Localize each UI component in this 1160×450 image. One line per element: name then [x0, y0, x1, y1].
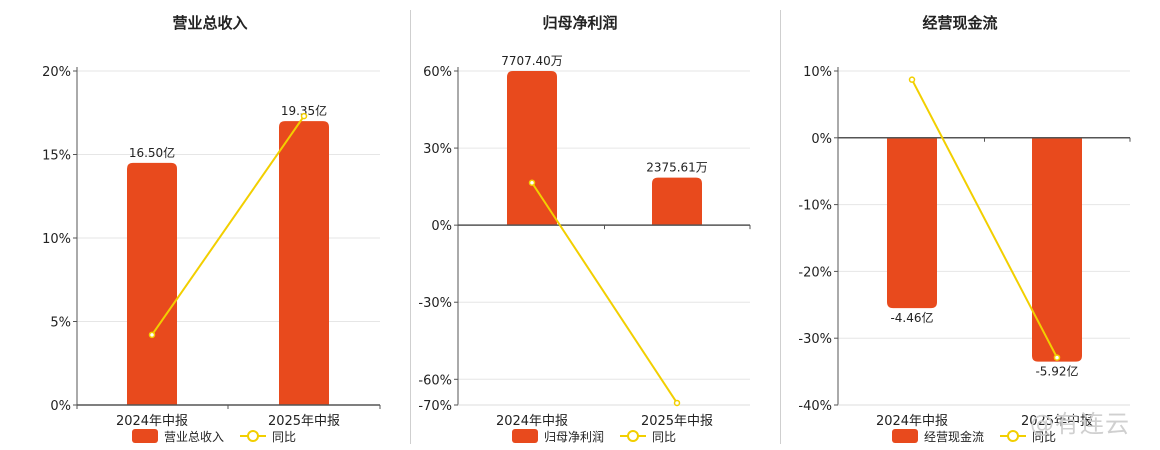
legend-label: 同比: [272, 430, 296, 444]
chart-title: 经营现金流: [922, 14, 997, 32]
line-series: [911, 79, 1058, 359]
x-tick-label: 2024年中报: [876, 414, 948, 429]
y-tick-label: -10%: [798, 199, 832, 214]
bar-data-label: 7707.40万: [501, 54, 563, 68]
legend-swatch-bar: [512, 429, 538, 443]
panel-divider: [780, 10, 781, 444]
y-tick-label: -30%: [798, 332, 832, 347]
legend-label: 同比: [1032, 430, 1056, 444]
bar: [507, 71, 557, 226]
bar: [1032, 137, 1082, 362]
bar: [652, 177, 702, 226]
line-series: [531, 182, 678, 404]
y-tick-label: 60%: [423, 65, 452, 80]
legend-swatch-marker: [627, 430, 639, 442]
bar-data-label: 19.35亿: [281, 103, 327, 118]
y-tick-label: 0%: [431, 219, 452, 234]
bar: [127, 162, 177, 405]
y-tick-label: -60%: [418, 373, 452, 388]
line-point: [908, 76, 916, 83]
line-point: [1053, 354, 1061, 361]
bar-data-label: -5.92亿: [1035, 364, 1078, 379]
y-tick-label: -40%: [798, 399, 832, 414]
y-tick-label: 15%: [42, 149, 71, 164]
bar: [279, 121, 329, 405]
legend-swatch-marker: [247, 430, 259, 442]
y-tick-label: -30%: [418, 296, 452, 311]
x-tick-label: 2025年中报: [1021, 414, 1093, 429]
legend-label: 同比: [652, 430, 676, 444]
y-tick-label: 0%: [811, 132, 832, 147]
bar-data-label: 2375.61万: [646, 161, 708, 175]
y-tick-label: 0%: [50, 399, 71, 414]
legend-swatch-bar: [132, 429, 158, 443]
legend-label: 经营现金流: [924, 429, 984, 444]
bar: [887, 137, 937, 309]
y-tick-label: 30%: [423, 142, 452, 157]
x-tick-label: 2024年中报: [496, 414, 568, 429]
y-tick-label: 5%: [50, 316, 71, 331]
x-tick-label: 2024年中报: [116, 414, 188, 429]
legend-swatch-marker: [1007, 430, 1019, 442]
line-point: [300, 112, 308, 120]
y-tick-label: 10%: [803, 65, 832, 80]
line-point: [148, 331, 156, 339]
y-tick-label: 20%: [42, 65, 71, 80]
legend-label: 归母净利润: [544, 430, 604, 444]
x-tick-label: 2025年中报: [641, 414, 713, 429]
bar-data-label: 16.50亿: [129, 145, 175, 160]
watermark: @有连云: [1030, 410, 1130, 438]
bar-data-label: -4.46亿: [890, 310, 933, 325]
line-point: [673, 399, 681, 407]
line-point: [528, 179, 536, 187]
x-tick-label: 2025年中报: [268, 414, 340, 429]
chart-title: 归母净利润: [542, 14, 617, 32]
y-tick-label: 10%: [42, 232, 71, 247]
y-tick-label: -20%: [798, 265, 832, 280]
legend-swatch-bar: [892, 429, 918, 443]
chart-title: 营业总收入: [172, 14, 247, 32]
legend-label: 营业总收入: [164, 430, 224, 444]
panel-divider: [410, 10, 411, 444]
y-tick-label: -70%: [418, 399, 452, 414]
line-series: [151, 115, 305, 336]
